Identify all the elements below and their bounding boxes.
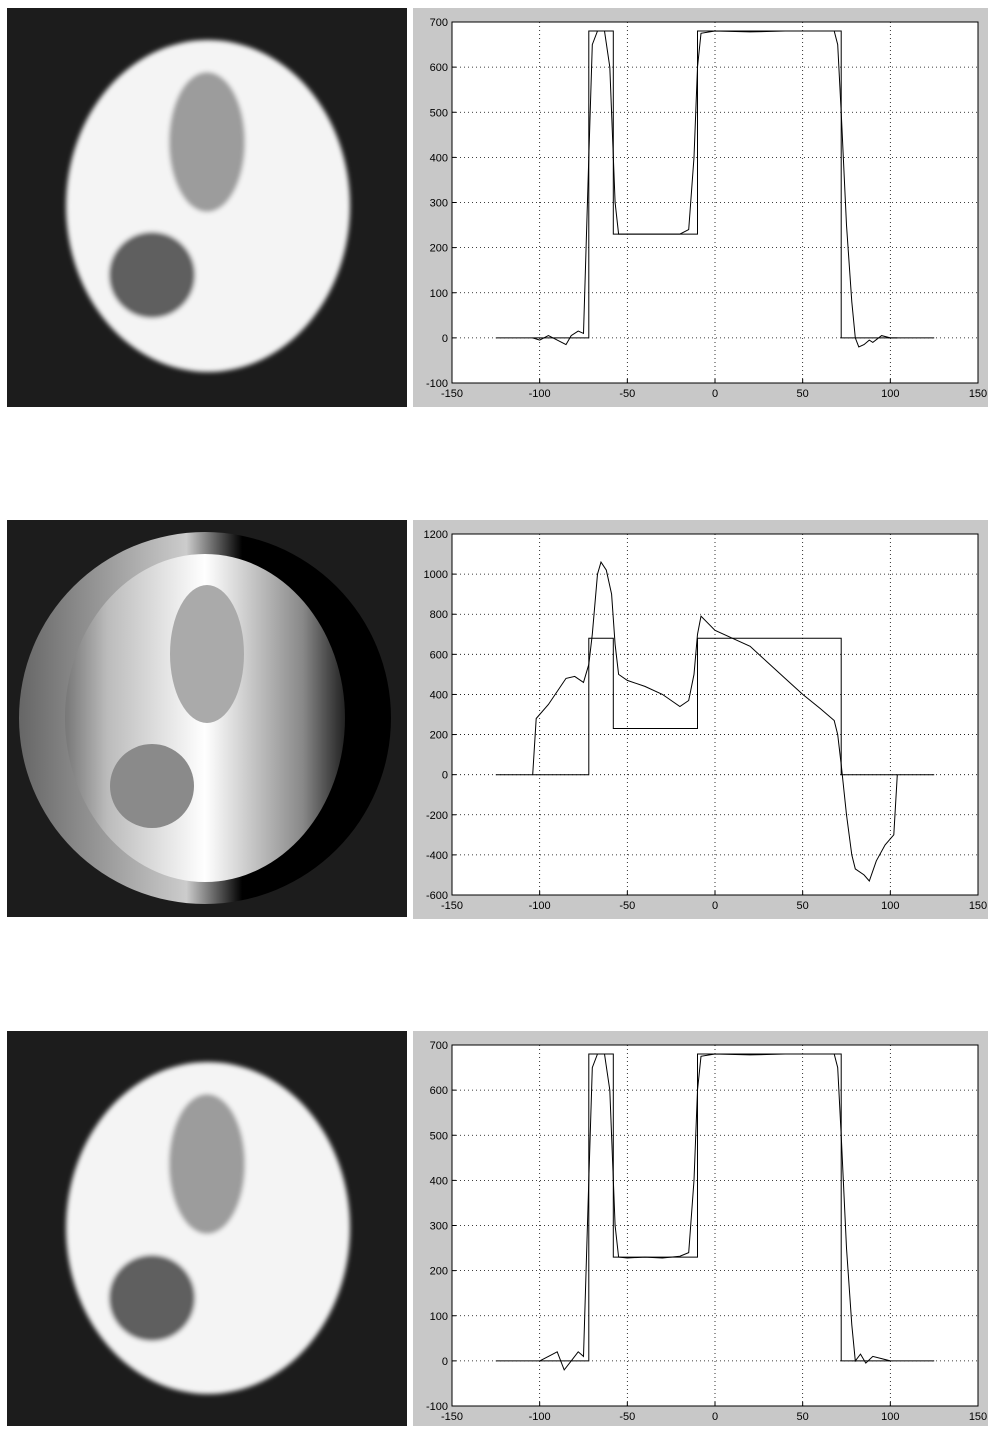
phantom-image bbox=[7, 1031, 407, 1426]
x-tick-label: 50 bbox=[797, 900, 809, 912]
x-tick-label: 100 bbox=[881, 1411, 899, 1423]
x-tick-label: -50 bbox=[619, 1411, 635, 1423]
y-tick-label: 200 bbox=[430, 243, 448, 255]
x-tick-label: -100 bbox=[529, 900, 551, 912]
x-tick-label: -50 bbox=[619, 388, 635, 400]
x-tick-label: -50 bbox=[619, 900, 635, 912]
phantom-image bbox=[7, 8, 407, 407]
y-tick-label: 0 bbox=[442, 1356, 448, 1368]
y-tick-label: 1200 bbox=[424, 529, 448, 541]
y-tick-label: -200 bbox=[426, 810, 448, 822]
y-tick-label: 600 bbox=[430, 649, 448, 661]
y-tick-label: 600 bbox=[430, 1085, 448, 1097]
x-tick-label: 50 bbox=[797, 388, 809, 400]
x-tick-label: 0 bbox=[712, 900, 718, 912]
x-tick-label: -100 bbox=[529, 388, 551, 400]
y-tick-label: -100 bbox=[426, 1401, 448, 1413]
y-tick-label: 700 bbox=[430, 1040, 448, 1052]
y-tick-label: 400 bbox=[430, 1175, 448, 1187]
figure: -150-100-50050100150-1000100200300400500… bbox=[0, 0, 988, 1426]
y-tick-label: 700 bbox=[430, 17, 448, 29]
x-tick-label: -100 bbox=[529, 1411, 551, 1423]
y-tick-label: 100 bbox=[430, 288, 448, 300]
y-tick-label: -400 bbox=[426, 850, 448, 862]
x-tick-label: 150 bbox=[969, 1411, 987, 1423]
phantom-image bbox=[7, 520, 407, 917]
x-tick-label: 100 bbox=[881, 388, 899, 400]
x-tick-label: 0 bbox=[712, 388, 718, 400]
y-tick-label: 300 bbox=[430, 1221, 448, 1233]
y-tick-label: -600 bbox=[426, 890, 448, 902]
y-tick-label: 400 bbox=[430, 689, 448, 701]
y-tick-label: 500 bbox=[430, 1130, 448, 1142]
y-tick-label: -100 bbox=[426, 378, 448, 390]
page: {"chart_data":[ {"type":"line","xlim":[-… bbox=[0, 0, 988, 1426]
x-tick-label: 150 bbox=[969, 388, 987, 400]
y-tick-label: 200 bbox=[430, 1266, 448, 1278]
y-tick-label: 400 bbox=[430, 152, 448, 164]
y-tick-label: 0 bbox=[442, 770, 448, 782]
y-tick-label: 0 bbox=[442, 333, 448, 345]
y-tick-label: 500 bbox=[430, 107, 448, 119]
y-tick-label: 100 bbox=[430, 1311, 448, 1323]
y-tick-label: 600 bbox=[430, 62, 448, 74]
x-tick-label: 50 bbox=[797, 1411, 809, 1423]
y-tick-label: 200 bbox=[430, 730, 448, 742]
x-tick-label: 0 bbox=[712, 1411, 718, 1423]
x-tick-label: 150 bbox=[969, 900, 987, 912]
y-tick-label: 300 bbox=[430, 198, 448, 210]
y-tick-label: 1000 bbox=[424, 569, 448, 581]
x-tick-label: 100 bbox=[881, 900, 899, 912]
y-tick-label: 800 bbox=[430, 609, 448, 621]
